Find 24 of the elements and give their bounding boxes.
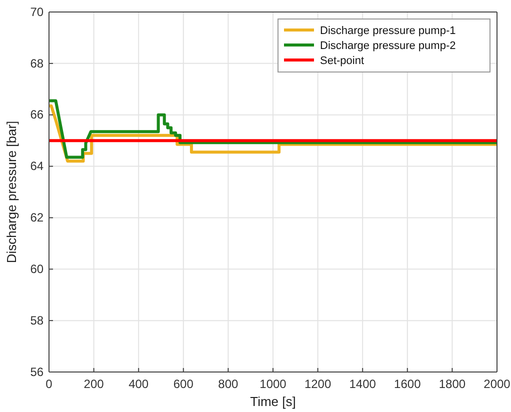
y-tick-label: 62 bbox=[30, 210, 44, 225]
y-tick-label: 70 bbox=[30, 4, 44, 19]
x-tick-label: 1000 bbox=[260, 377, 287, 392]
y-tick-label: 58 bbox=[30, 313, 44, 328]
y-tick-label: 56 bbox=[30, 364, 44, 379]
x-tick-label: 400 bbox=[128, 377, 149, 392]
x-tick-label: 1600 bbox=[394, 377, 422, 392]
x-tick-label: 1800 bbox=[438, 377, 466, 392]
y-axis-title: Discharge pressure [bar] bbox=[4, 120, 19, 264]
x-axis-title: Time [s] bbox=[250, 394, 296, 409]
legend-label: Discharge pressure pump-2 bbox=[320, 40, 456, 52]
y-tick-label: 66 bbox=[30, 108, 44, 122]
y-tick-label: 68 bbox=[30, 56, 44, 70]
x-tick-label: 200 bbox=[84, 377, 104, 392]
y-tick-label: 64 bbox=[30, 159, 44, 174]
legend-label: Set-point bbox=[320, 55, 364, 67]
x-tick-label: 1200 bbox=[304, 377, 332, 392]
legend-label: Discharge pressure pump-1 bbox=[320, 25, 456, 37]
x-tick-label: 1400 bbox=[349, 377, 376, 392]
x-tick-label: 800 bbox=[218, 377, 239, 392]
y-tick-label: 60 bbox=[30, 262, 44, 276]
x-tick-label: 2000 bbox=[484, 377, 511, 392]
x-tick-label: 0 bbox=[46, 377, 53, 392]
x-tick-label: 600 bbox=[173, 377, 194, 392]
